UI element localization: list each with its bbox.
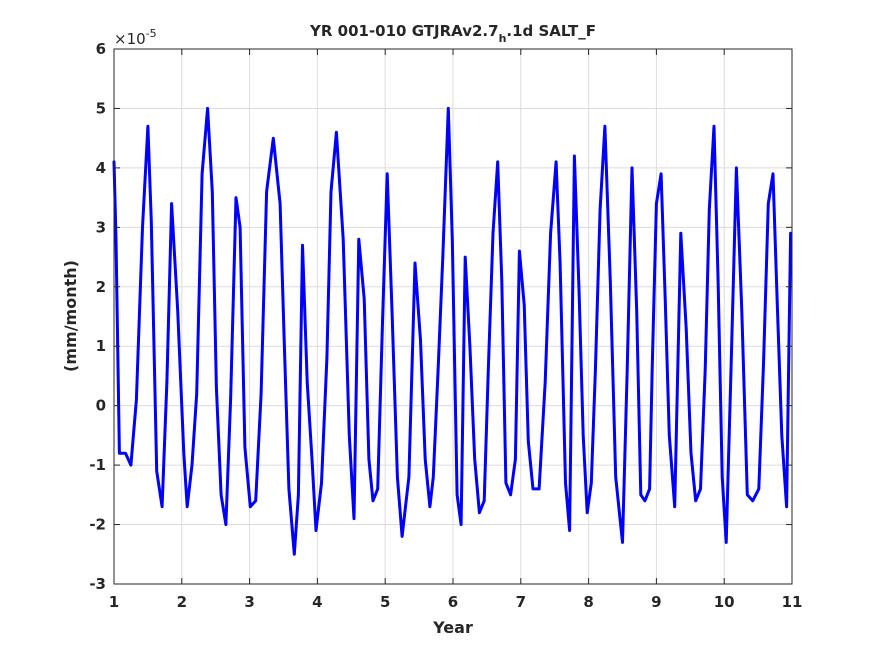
exponent-base: ×10 (114, 30, 146, 48)
y-tick-label: 3 (96, 218, 106, 236)
y-tick-label: 6 (96, 40, 106, 58)
y-axis-label: (mm/month) (61, 260, 80, 372)
x-tick-label: 8 (583, 593, 593, 611)
tick-marks (113, 48, 793, 585)
y-tick-label: 2 (96, 278, 106, 296)
y-tick-label: 4 (96, 159, 106, 177)
y-tick-label: -2 (89, 516, 106, 534)
x-tick-label: 10 (714, 593, 735, 611)
x-tick-label: 11 (782, 593, 803, 611)
title-subscript: h (499, 32, 507, 45)
y-tick-label: 5 (96, 99, 106, 117)
x-tick-label: 9 (651, 593, 661, 611)
y-exponent-label: ×10-5 (114, 27, 157, 48)
x-tick-label: 6 (448, 593, 458, 611)
chart-title: YR 001-010 GTJRAv2.7h.1d SALT_F (309, 22, 596, 45)
y-tick-labels: -3 -2 -1 0 1 2 3 4 5 6 (89, 40, 106, 593)
y-tick-label: -1 (89, 456, 106, 474)
series-line (112, 106, 793, 556)
x-tick-labels: 1 2 3 4 5 6 7 8 9 10 11 (109, 593, 803, 611)
title-suffix: .1d SALT_F (506, 22, 596, 40)
x-tick-label: 2 (177, 593, 187, 611)
y-tick-label: 1 (96, 337, 106, 355)
x-tick-label: 3 (244, 593, 254, 611)
exponent-power: -5 (146, 27, 157, 40)
series-layer (112, 106, 793, 556)
x-axis-label: Year (432, 618, 473, 637)
x-tick-label: 5 (380, 593, 390, 611)
title-main: YR 001-010 GTJRAv2.7 (309, 22, 499, 40)
x-tick-label: 4 (312, 593, 322, 611)
y-tick-label: -3 (89, 575, 106, 593)
x-tick-label: 7 (516, 593, 526, 611)
y-tick-label: 0 (96, 397, 106, 415)
x-tick-label: 1 (109, 593, 119, 611)
